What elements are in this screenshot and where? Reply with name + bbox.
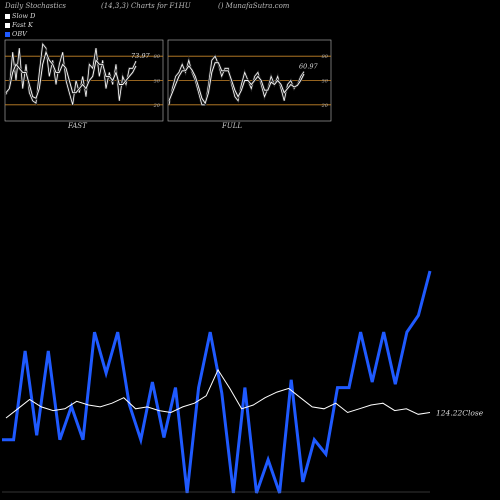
panel-label: FULL xyxy=(221,122,242,130)
legend-item-fast-k: Fast K xyxy=(5,21,33,29)
legend-swatch xyxy=(5,31,10,37)
legend-swatch xyxy=(5,13,10,19)
y-tick-label: 80 xyxy=(322,54,329,60)
legend-item-obv: OBV xyxy=(5,30,27,38)
y-tick-label: 20 xyxy=(321,103,329,109)
legend-swatch xyxy=(5,22,10,28)
y-tick-label: 50 xyxy=(322,79,329,85)
series-slow-d xyxy=(5,50,137,99)
y-tick-label: 80 xyxy=(154,54,161,60)
legend-item-slow-d: Slow D xyxy=(5,12,35,20)
site-credit: () MunafaSutra.com xyxy=(218,2,290,10)
y-tick-label: 20 xyxy=(153,103,161,109)
series-slow-d xyxy=(168,62,305,105)
series-close xyxy=(5,368,431,419)
series-obv xyxy=(2,270,432,494)
last-value-label: 60.97 xyxy=(299,63,318,71)
close-value-label: 124.22Close xyxy=(436,408,484,417)
panel-label: FAST xyxy=(67,122,88,130)
chart-params: (14,3,3) Charts for F1HU xyxy=(101,2,191,10)
y-tick-label: 50 xyxy=(154,79,161,85)
last-value-label: 73.97 xyxy=(131,52,150,60)
chart-title: Daily Stochastics xyxy=(5,2,67,10)
